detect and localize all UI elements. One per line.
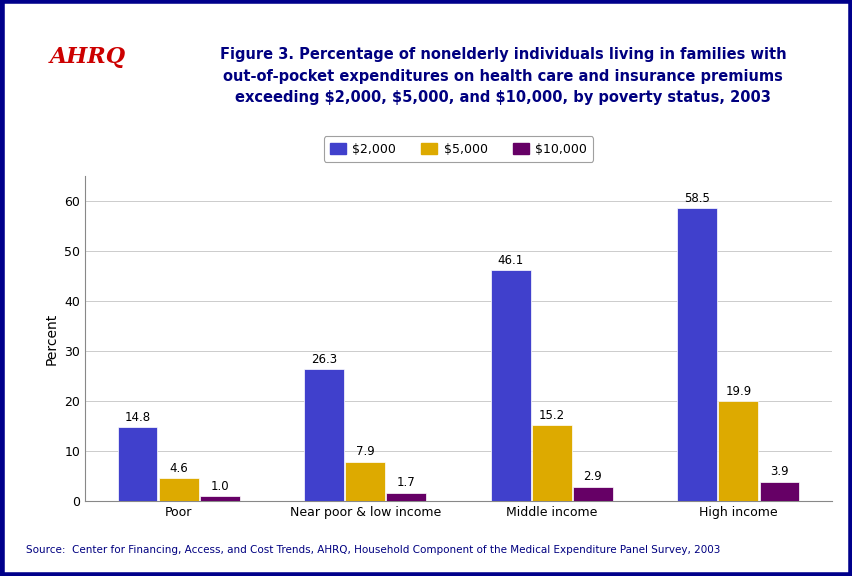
Bar — [490, 270, 530, 501]
Text: 26.3: 26.3 — [311, 353, 337, 366]
Text: 7.9: 7.9 — [355, 445, 374, 458]
Text: Source:  Center for Financing, Access, and Cost Trends, AHRQ, Household Componen: Source: Center for Financing, Access, an… — [26, 545, 719, 555]
Text: Advancing
Excellence in
Health Care: Advancing Excellence in Health Care — [60, 85, 116, 117]
Bar — [758, 482, 798, 501]
Legend: $2,000, $5,000, $10,000: $2,000, $5,000, $10,000 — [323, 137, 593, 162]
Text: 46.1: 46.1 — [497, 254, 523, 267]
Bar — [118, 427, 158, 501]
Text: 1.0: 1.0 — [210, 480, 228, 492]
Bar — [386, 492, 426, 501]
Text: 15.2: 15.2 — [538, 408, 564, 422]
Text: 2.9: 2.9 — [583, 470, 602, 483]
Bar — [199, 496, 239, 501]
Text: 14.8: 14.8 — [124, 411, 151, 423]
Bar — [573, 487, 612, 501]
Bar — [304, 369, 343, 501]
Text: 3.9: 3.9 — [769, 465, 788, 478]
Bar — [717, 401, 757, 501]
Bar — [532, 425, 571, 501]
Bar — [158, 478, 199, 501]
Bar — [676, 209, 717, 501]
Text: AHRQ: AHRQ — [49, 46, 126, 68]
Text: Figure 3. Percentage of nonelderly individuals living in families with
out-of-po: Figure 3. Percentage of nonelderly indiv… — [220, 47, 786, 105]
Text: 1.7: 1.7 — [396, 476, 415, 489]
Y-axis label: Percent: Percent — [45, 312, 59, 365]
Text: 4.6: 4.6 — [169, 461, 187, 475]
Text: 19.9: 19.9 — [724, 385, 751, 398]
Text: 58.5: 58.5 — [683, 192, 710, 204]
Bar — [345, 461, 384, 501]
